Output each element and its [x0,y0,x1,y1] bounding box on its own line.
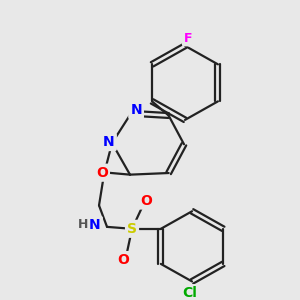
Text: S: S [127,222,137,236]
Text: O: O [140,194,152,208]
Text: N: N [103,135,115,149]
Text: O: O [117,253,129,267]
Text: H: H [78,218,88,231]
Text: N: N [89,218,101,232]
Text: Cl: Cl [183,286,197,300]
Text: O: O [96,166,108,180]
Text: N: N [130,103,142,117]
Text: F: F [184,32,192,44]
